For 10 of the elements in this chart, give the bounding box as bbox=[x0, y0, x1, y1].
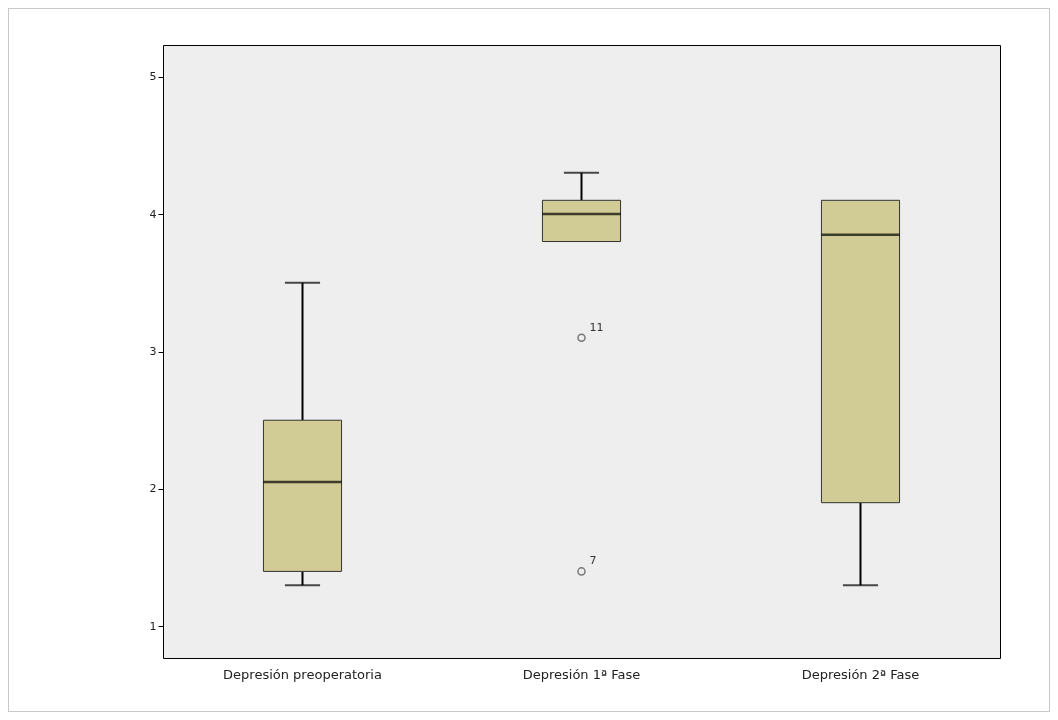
y-tick-label: 4 bbox=[149, 207, 157, 221]
annotation: 11 bbox=[589, 320, 604, 334]
x-tick-label: Depresión preoperatoria bbox=[223, 666, 382, 682]
y-tick-label: 2 bbox=[149, 482, 157, 496]
annotation: 7 bbox=[589, 554, 597, 568]
x-tick-label: Depresión 1ª Fase bbox=[522, 666, 641, 682]
y-tick-label: 5 bbox=[149, 70, 157, 84]
y-tick-label: 3 bbox=[149, 345, 157, 358]
x-tick-label: Depresión 2ª Fase bbox=[801, 666, 920, 682]
y-tick-label: 1 bbox=[149, 619, 157, 633]
